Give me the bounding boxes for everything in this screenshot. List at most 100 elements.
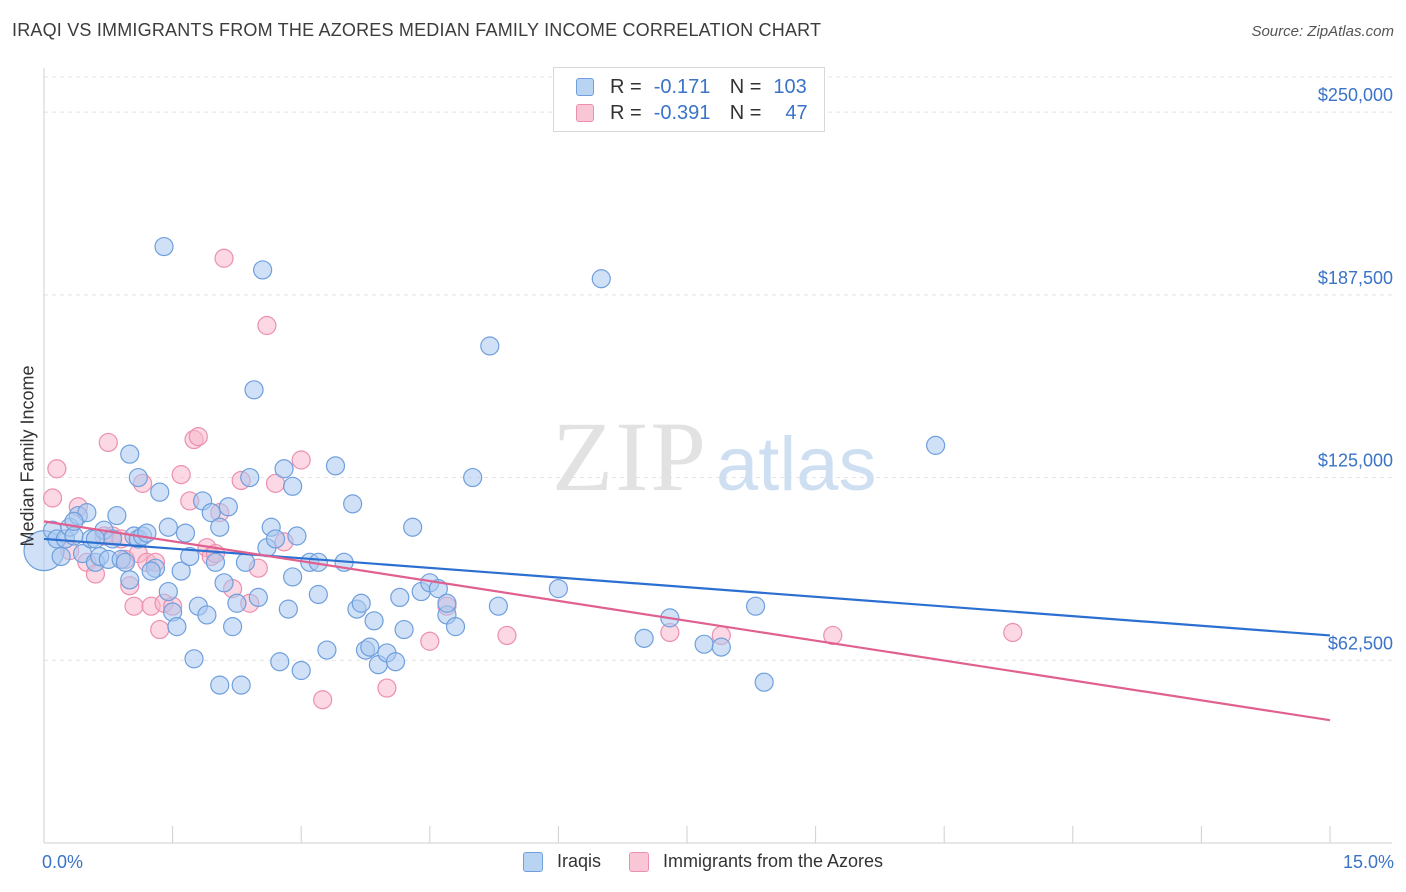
legend-row-azores: R = -0.391 N = 47 — [576, 101, 808, 125]
azores-point — [124, 596, 144, 616]
azores-point — [214, 248, 234, 268]
iraqis-point — [150, 482, 170, 502]
x-tick-label-max: 15.0% — [1342, 852, 1394, 872]
iraqis-point — [184, 649, 204, 669]
azores-point — [313, 690, 333, 710]
grid-lines — [44, 76, 1392, 661]
iraqis-point — [210, 517, 230, 537]
iraqis-point — [201, 503, 221, 523]
legend-row-iraqis: R = -0.171 N = 103 — [576, 75, 807, 99]
legend-r-label: R = — [610, 75, 642, 98]
iraqis-point — [231, 675, 251, 695]
y-tick-label: $62,500 — [1328, 633, 1393, 653]
iraqis-point — [385, 652, 406, 672]
correlation-legend: R = -0.171 N = 103 R = -0.391 N = 47 — [553, 67, 825, 132]
iraqis-point — [926, 435, 946, 455]
iraqis-point — [235, 552, 256, 572]
azores-point — [497, 625, 517, 646]
iraqis-point — [210, 675, 230, 695]
iraqis-point — [591, 269, 611, 289]
iraqis-point — [85, 529, 106, 549]
series-legend: Iraqis Immigrants from the Azores — [0, 851, 1406, 872]
iraqis-point — [214, 573, 234, 593]
iraqis-point — [351, 593, 371, 613]
legend-swatch-azores — [576, 104, 594, 122]
iraqis-point — [754, 672, 774, 692]
legend-n-value: 47 — [785, 101, 808, 124]
azores-point — [420, 631, 440, 651]
legend-n-value: 103 — [773, 75, 807, 98]
iraqis-point — [223, 617, 243, 637]
y-tick-labels: $62,500 $125,000 $187,500 $250,000 — [1318, 85, 1393, 653]
series-legend-iraqis: Iraqis — [522, 851, 601, 872]
iraqis-point — [463, 467, 483, 488]
iraqis-point — [283, 476, 303, 496]
iraqis-point — [291, 660, 311, 681]
iraqis-point — [634, 628, 654, 648]
y-tick-label: $125,000 — [1318, 451, 1393, 471]
x-axis — [43, 68, 1392, 844]
x-tick-label-min: 0.0% — [42, 852, 84, 872]
iraqis-point — [244, 380, 264, 400]
iraqis-point — [227, 593, 247, 613]
legend-r-value: -0.171 — [653, 75, 711, 98]
iraqis-point — [115, 552, 136, 572]
iraqis-point — [175, 523, 196, 543]
watermark: ZIP atlas — [552, 401, 877, 512]
series-legend-label-azores: Immigrants from the Azores — [662, 851, 884, 871]
azores-point — [188, 427, 208, 447]
iraqis-point — [197, 605, 217, 625]
azores-point — [98, 432, 118, 453]
azores-point — [47, 459, 67, 479]
iraqis-point — [360, 637, 380, 657]
iraqis-point — [390, 587, 410, 608]
iraqis-point — [158, 581, 178, 602]
iraqis-point — [171, 561, 191, 581]
series-legend-azores: Immigrants from the Azores — [628, 851, 884, 872]
iraqis-point — [287, 526, 307, 546]
iraqis-point — [120, 570, 140, 590]
watermark-atlas: atlas — [716, 422, 877, 507]
azores-point — [377, 678, 397, 698]
legend-n-label: N = — [729, 101, 762, 124]
iraqis-point — [437, 593, 457, 613]
iraqis-point — [711, 637, 731, 657]
iraqis-point — [240, 467, 260, 488]
iraqis-point — [154, 236, 174, 257]
iraqis-point — [180, 546, 200, 567]
iraqis-point — [364, 611, 384, 631]
iraqis-point — [488, 596, 508, 616]
iraqis-point — [278, 599, 298, 619]
iraqis-point — [694, 634, 714, 654]
iraqis-point — [283, 567, 303, 587]
iraqis-point — [120, 444, 140, 464]
iraqis-point — [137, 523, 157, 543]
iraqis-point — [325, 456, 346, 476]
chart-title: IRAQI VS IMMIGRANTS FROM THE AZORES MEDI… — [12, 20, 822, 40]
y-tick-label: $187,500 — [1318, 268, 1393, 288]
iraqis-point — [270, 652, 290, 672]
trend-lines — [43, 520, 1331, 722]
iraqis-point — [308, 584, 328, 605]
watermark-zip: ZIP — [552, 401, 708, 512]
azores-point — [1003, 622, 1023, 643]
chart-source: Source: ZipAtlas.com — [1251, 23, 1394, 40]
series-legend-swatch-iraqis — [522, 851, 543, 872]
iraqis-point — [480, 336, 500, 356]
iraqis-point — [107, 505, 127, 526]
azores-point — [42, 488, 63, 508]
azores-point — [171, 465, 191, 485]
iraqis-point — [274, 459, 294, 479]
iraqis-point — [317, 640, 337, 660]
iraqis-point — [218, 497, 238, 517]
legend-r-label: R = — [610, 101, 642, 124]
azores-point — [291, 450, 311, 470]
legend-r-value: -0.391 — [653, 101, 711, 124]
iraqis-point — [205, 552, 226, 572]
iraqis-point — [343, 494, 363, 514]
iraqis-point — [745, 596, 766, 616]
legend-n-label: N = — [729, 75, 762, 98]
iraqis-point — [158, 517, 178, 537]
series-legend-label-iraqis: Iraqis — [556, 851, 601, 871]
